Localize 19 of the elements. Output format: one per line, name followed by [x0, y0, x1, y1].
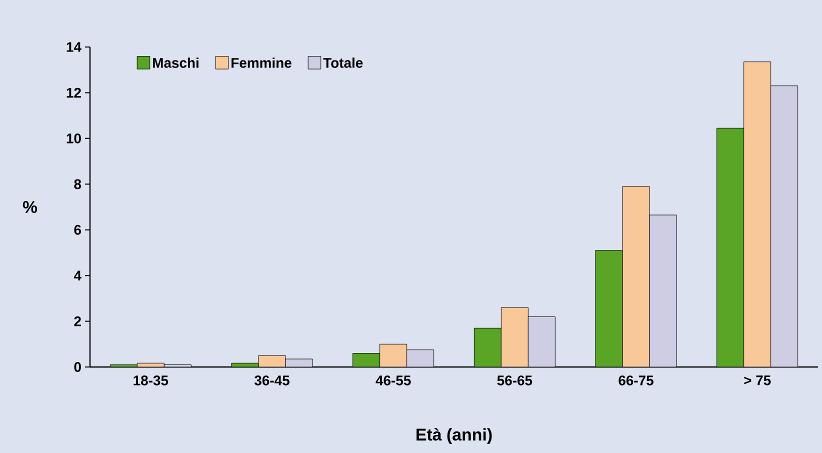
x-tick-label: 56-65 — [497, 376, 532, 386]
y-tick-label: 10 — [66, 133, 81, 144]
x-tick-label: 66-75 — [618, 376, 654, 386]
x-tick-label: 46-55 — [376, 376, 411, 386]
y-tick-label: 4 — [74, 270, 82, 280]
y-tick-label: 6 — [74, 224, 81, 235]
y-tick-label: 8 — [74, 179, 82, 190]
y-axis-title: % — [22, 201, 38, 213]
y-tick-label: 12 — [66, 88, 81, 98]
legend-label: Femmine — [232, 58, 292, 68]
x-tick-label: 36-45 — [254, 376, 290, 386]
y-tick-label: 2 — [74, 316, 81, 326]
y-tick-label: 0 — [74, 362, 81, 372]
x-axis-title: Età (anni) — [416, 428, 492, 444]
legend-label: Totale — [323, 58, 363, 68]
x-tick-label: > 75 — [744, 376, 771, 386]
x-tick-label: 18-35 — [134, 376, 168, 386]
legend-label: Maschi — [153, 58, 198, 68]
y-tick-label: 14 — [66, 42, 82, 52]
